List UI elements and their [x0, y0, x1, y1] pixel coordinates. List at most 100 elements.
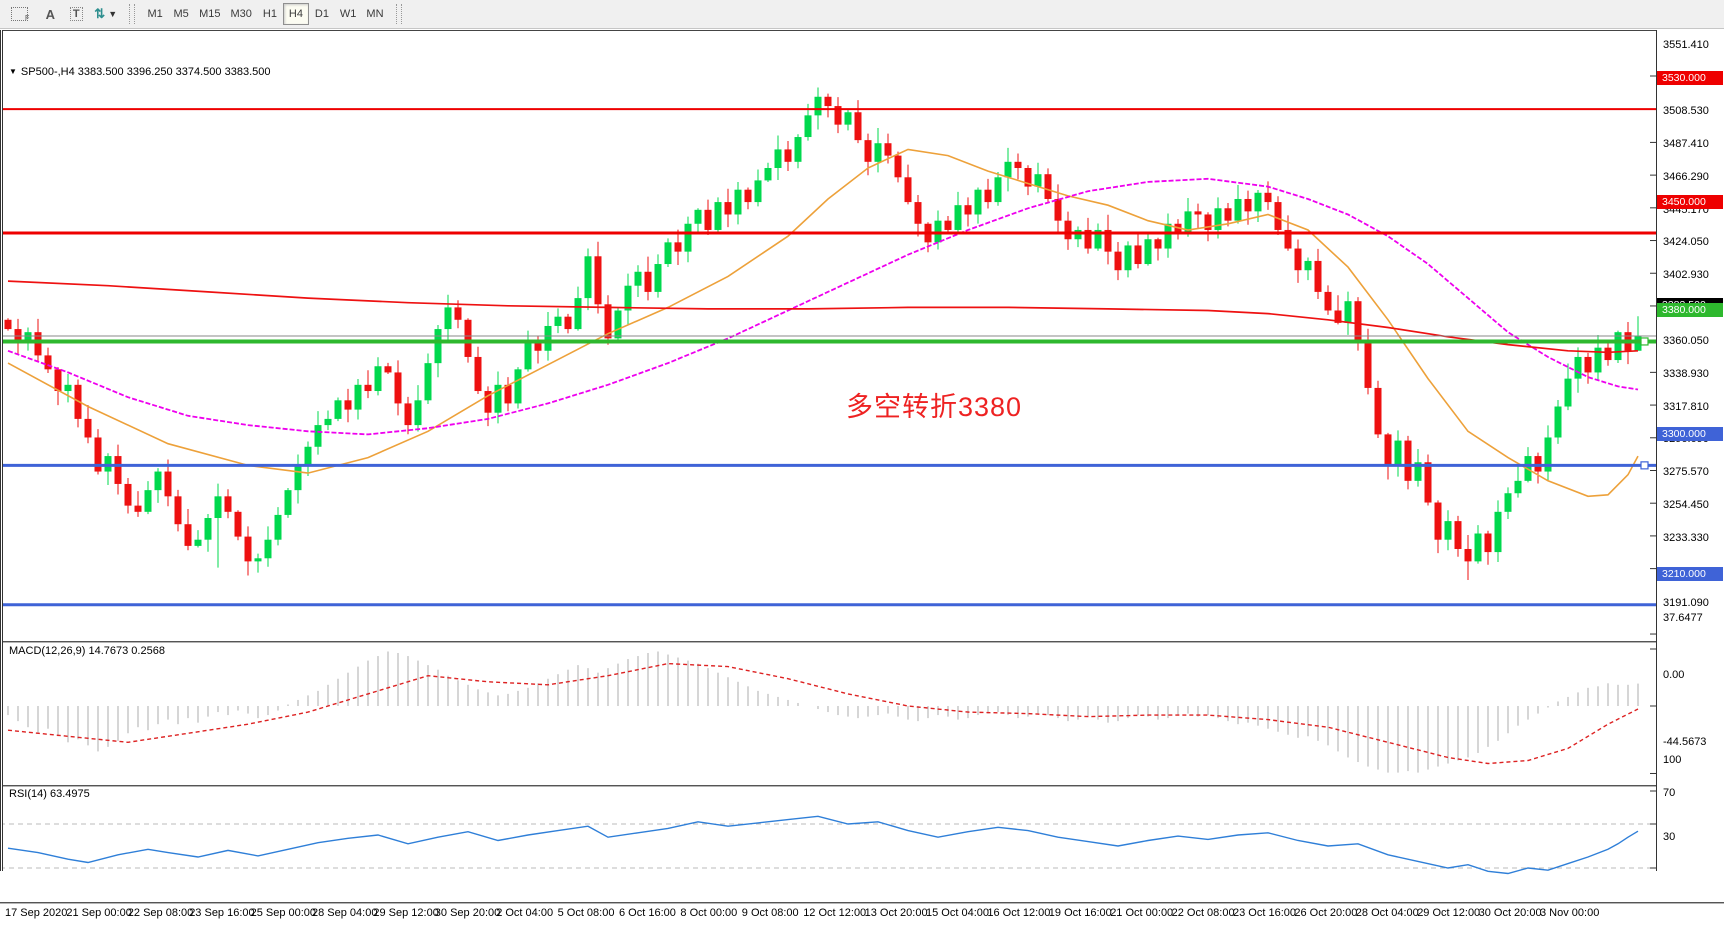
candle-body [374, 366, 382, 392]
candle [984, 178, 992, 209]
candle-body [1114, 251, 1122, 271]
main-price-chart[interactable] [0, 61, 1656, 641]
candle [1614, 330, 1622, 363]
candle-body [544, 325, 552, 351]
candle-body [294, 465, 302, 491]
candle [204, 513, 212, 552]
candle-body [1294, 248, 1302, 271]
candle-body [414, 400, 422, 426]
candle [324, 410, 332, 431]
candle [914, 194, 922, 237]
panel-separator[interactable] [0, 641, 1724, 643]
candle-body [14, 329, 22, 342]
candle [754, 169, 762, 207]
candle-body [1494, 511, 1502, 553]
candle-body [1414, 462, 1422, 481]
candle [184, 509, 192, 551]
text-label-button[interactable]: A [37, 3, 63, 25]
chart-text-annotation[interactable]: 多空转折3380 [846, 392, 1023, 422]
candle [494, 371, 502, 424]
candle-body [904, 177, 912, 203]
snap-grid-button[interactable]: F [6, 3, 37, 25]
price-axis-tick-label: 3360.050 [1663, 335, 1709, 348]
candle-body [684, 223, 692, 252]
candle [554, 308, 562, 334]
candle-body [984, 189, 992, 203]
candle [894, 151, 902, 183]
candle [684, 216, 692, 263]
timeframe-button-W1[interactable]: W1 [339, 8, 357, 20]
candle [574, 286, 582, 331]
candle-body [1404, 440, 1412, 481]
candle [244, 526, 252, 576]
symbol-ohlc-readout[interactable]: ▼ SP500-,H4 3383.500 3396.250 3374.500 33… [9, 66, 270, 78]
price-level-label-3530.000: 3530.000 [1657, 71, 1723, 86]
hline-handle-3380[interactable] [1640, 337, 1649, 346]
candle-body [824, 96, 832, 107]
candle [124, 478, 132, 514]
candle-body [1084, 229, 1092, 249]
candle-body [1574, 356, 1582, 379]
timeframe-button-MN[interactable]: MN [366, 8, 384, 20]
timeframe-button-M5[interactable]: M5 [173, 8, 189, 20]
candle [1044, 168, 1052, 202]
timeframe-button-M15[interactable]: M15 [199, 8, 221, 20]
candle-body [1004, 161, 1012, 178]
candle [54, 367, 62, 406]
candle-body [734, 189, 742, 215]
candle [1164, 213, 1172, 258]
hline-handle-3300[interactable] [1640, 461, 1649, 470]
candle [284, 487, 292, 518]
candle-body [444, 307, 452, 330]
candle [1094, 223, 1102, 251]
timeframe-button-H1[interactable]: H1 [262, 8, 277, 20]
timeframe-button-H4[interactable]: H4 [282, 3, 309, 25]
candle [264, 526, 272, 567]
candle-body [894, 155, 902, 178]
candle-body [94, 437, 102, 472]
ma-orange-line [7, 148, 1639, 498]
candle [134, 491, 142, 517]
candle-body [834, 106, 842, 125]
candle-body [874, 143, 882, 162]
panel-separator[interactable] [0, 785, 1724, 787]
candle-body [1424, 462, 1432, 503]
timeframe-button-M1[interactable]: M1 [147, 8, 163, 20]
timeframe-group: M1 M5 M15 M30 H1 H4 D1 W1 MN [142, 3, 388, 25]
timeframe-button-D1[interactable]: D1 [314, 8, 329, 20]
candle-body [224, 496, 232, 512]
candle-body [1364, 341, 1372, 388]
candle-body [324, 418, 332, 426]
time-axis-label: 15 Oct 04:00 [926, 907, 989, 919]
time-axis-label: 8 Oct 00:00 [680, 907, 738, 919]
candle [104, 453, 112, 485]
candle-body [394, 372, 402, 404]
candle-body [344, 400, 352, 410]
candle-body [424, 363, 432, 401]
timeframe-button-M30[interactable]: M30 [230, 8, 252, 20]
candle [154, 468, 162, 503]
candle-body [54, 369, 62, 392]
candle [304, 441, 312, 476]
price-level-label-3380.000: 3380.000 [1657, 303, 1723, 318]
time-axis-label: 2 Oct 04:00 [496, 907, 554, 919]
candle [994, 172, 1002, 206]
rsi-indicator-label: RSI(14) 63.4975 [9, 788, 90, 800]
candle-body [714, 202, 722, 230]
candle [634, 265, 642, 298]
candle [74, 379, 82, 428]
candle-body [1444, 521, 1452, 540]
time-axis-label: 6 Oct 16:00 [619, 907, 676, 919]
candle-body [1124, 245, 1132, 271]
candle-body [1094, 229, 1102, 249]
candle-body [464, 319, 472, 357]
price-axis-tick-label: 3191.090 [1663, 597, 1709, 610]
candle [1264, 181, 1272, 210]
objects-button[interactable]: ⇅ ▼ [89, 3, 122, 25]
time-axis-label: 28 Oct 04:00 [1355, 907, 1419, 919]
time-axis-label: 29 Sep 12:00 [373, 907, 439, 919]
price-axis-tick-label: 3551.410 [1663, 39, 1709, 51]
candle-body [1264, 192, 1272, 203]
candle-body [354, 384, 362, 410]
text-box-button[interactable]: T [63, 3, 89, 25]
